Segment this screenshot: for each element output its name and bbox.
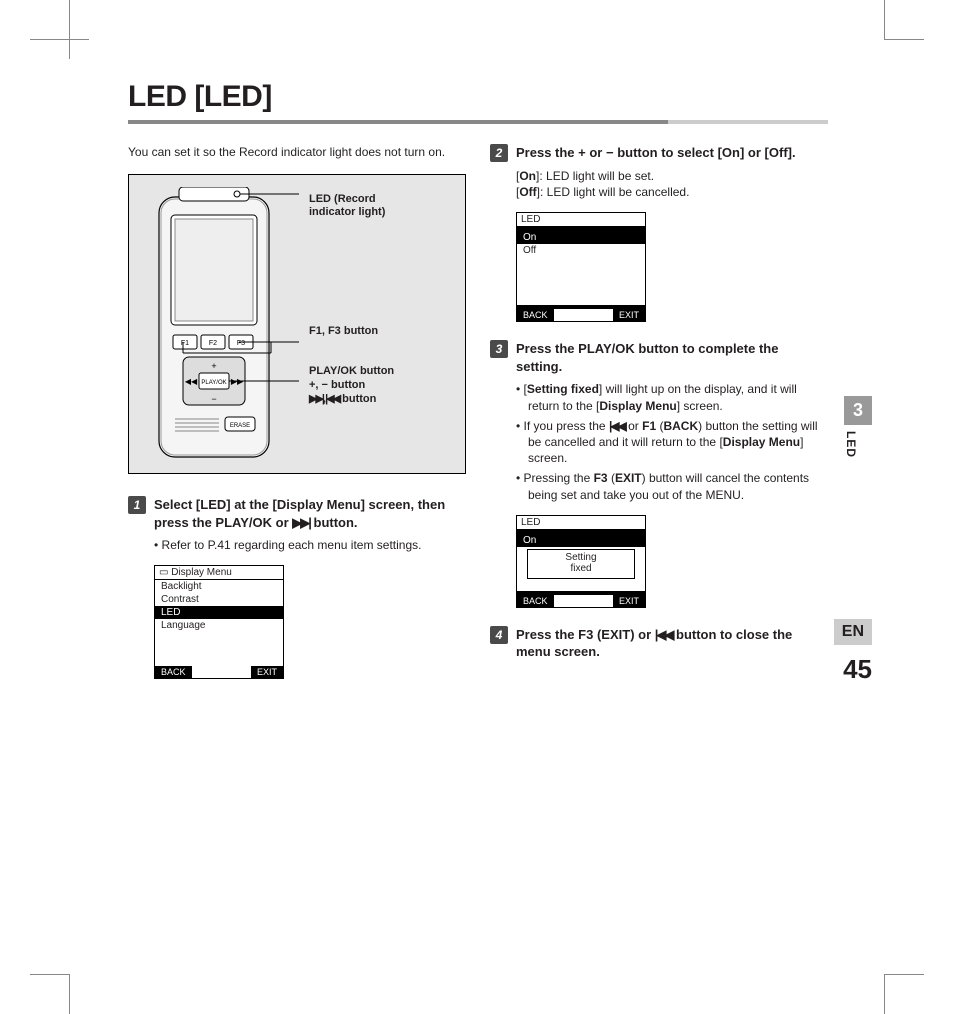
step-3-heading: Press the PLAY/OK button to complete the… (516, 340, 828, 375)
page-title: LED [LED] (128, 80, 828, 114)
lcd-setting-fixed: LED On Settingfixed BACKEXIT (516, 515, 646, 608)
lang-tab: EN (834, 619, 872, 645)
svg-text:ERASE: ERASE (230, 423, 250, 429)
step-2-body: [On]: LED light will be set. [Off]: LED … (490, 168, 828, 200)
lcd-led-select: LED On Off BACKEXIT (516, 212, 646, 322)
step-4-heading: Press the F3 (EXIT) or |◀◀ button to clo… (516, 626, 828, 661)
callout-playok: PLAY/OK button (309, 365, 469, 378)
device-illustration: F1 F2 F3 PLAY/OK + − ◀◀ ▶▶ (128, 174, 466, 474)
svg-text:F2: F2 (209, 340, 217, 347)
step-number: 4 (490, 626, 508, 644)
page-number: 45 (843, 654, 872, 685)
step-3-body: [Setting fixed] will light up on the dis… (490, 381, 828, 502)
section-number: 3 (844, 396, 872, 425)
svg-text:+: + (211, 361, 216, 371)
lcd-display-menu: ▭ Display Menu Backlight Contrast LED La… (154, 565, 284, 679)
device-svg: F1 F2 F3 PLAY/OK + − ◀◀ ▶▶ (139, 187, 299, 463)
step-3: 3 Press the PLAY/OK button to complete t… (490, 340, 828, 375)
step-1-heading: Select [LED] at the [Display Menu] scree… (154, 496, 466, 531)
step-number: 2 (490, 144, 508, 162)
svg-text:◀◀: ◀◀ (185, 377, 198, 386)
side-tab: 3 LED (844, 396, 872, 458)
step-1-body: Refer to P.41 regarding each menu item s… (128, 537, 466, 553)
svg-text:−: − (211, 394, 216, 404)
svg-text:F3: F3 (237, 340, 245, 347)
step-2: 2 Press the + or − button to select [On]… (490, 144, 828, 162)
title-rule (128, 120, 828, 124)
callout-ffrw: ▶▶|, |◀◀ button (309, 393, 469, 406)
step-4: 4 Press the F3 (EXIT) or |◀◀ button to c… (490, 626, 828, 661)
svg-text:F1: F1 (181, 340, 189, 347)
callout-plusminus: +, − button (309, 379, 469, 392)
svg-text:PLAY/OK: PLAY/OK (201, 380, 226, 386)
step-number: 3 (490, 340, 508, 358)
intro-text: You can set it so the Record indicator l… (128, 144, 466, 160)
step-number: 1 (128, 496, 146, 514)
callout-led: LED (Record indicator light) (309, 193, 469, 219)
callout-f1f3: F1, F3 button (309, 325, 469, 338)
section-label: LED (844, 425, 858, 458)
step-2-heading: Press the + or − button to select [On] o… (516, 144, 796, 162)
step-1: 1 Select [LED] at the [Display Menu] scr… (128, 496, 466, 531)
